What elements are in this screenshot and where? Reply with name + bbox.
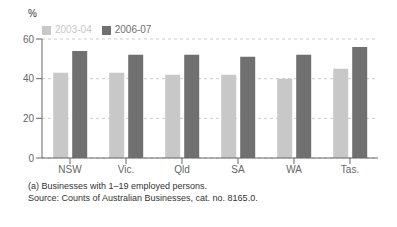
svg-text:NSW: NSW [58,164,82,175]
svg-text:Vic.: Vic. [118,164,135,175]
svg-text:Qld: Qld [174,164,190,175]
svg-text:WA: WA [286,164,302,175]
html-text:2003-04: 2003-04 [55,24,92,35]
svg-text:SA: SA [231,164,245,175]
svg-text:Tas.: Tas. [341,164,359,175]
svg-text:60: 60 [23,34,35,45]
html-text:(a) Businesses with 1–19 emplo: (a) Businesses with 1–19 employed person… [28,181,208,191]
html-text:2006-07: 2006-07 [114,24,152,35]
html-text:Source: Counts of Australian B: Source: Counts of Australian Businesses,… [28,193,258,203]
svg-text:0: 0 [28,153,34,164]
svg-text:40: 40 [23,73,35,84]
svg-text:20: 20 [23,113,35,124]
